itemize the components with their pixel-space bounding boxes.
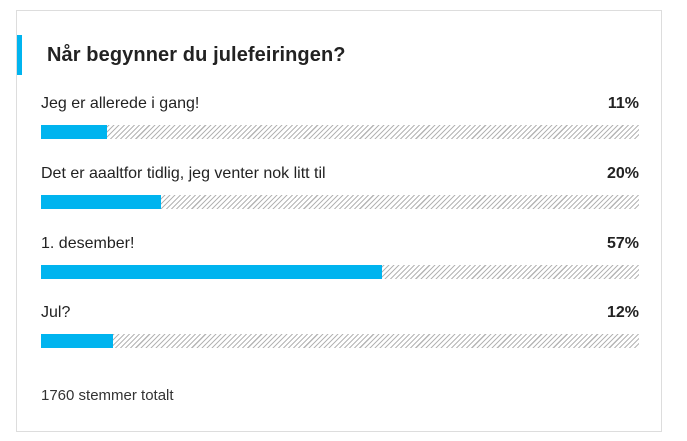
poll-option-bar	[41, 265, 639, 279]
poll-option-label: Det er aaaltfor tidlig, jeg venter nok l…	[41, 165, 326, 182]
poll-option-bar-fill	[41, 125, 107, 139]
poll-option-bar	[41, 334, 639, 348]
poll-card: Når begynner du julefeiringen? Jeg er al…	[16, 10, 662, 432]
poll-option[interactable]: Jeg er allerede i gang! 11%	[41, 95, 639, 139]
poll-option-bar	[41, 125, 639, 139]
poll-header: Når begynner du julefeiringen?	[17, 35, 346, 75]
poll-option-bar-fill	[41, 334, 113, 348]
poll-option[interactable]: 1. desember! 57%	[41, 235, 639, 279]
poll-option-bar	[41, 195, 639, 209]
poll-option-percent: 57%	[606, 235, 639, 252]
poll-option[interactable]: Jul? 12%	[41, 304, 639, 348]
poll-option-bar-fill	[41, 195, 161, 209]
poll-question: Når begynner du julefeiringen?	[47, 43, 346, 66]
poll-option-bar-fill	[41, 265, 382, 279]
poll-option-label: Jul?	[41, 304, 71, 321]
poll-option-label: Jeg er allerede i gang!	[41, 95, 200, 112]
poll-option-percent: 12%	[606, 304, 639, 321]
total-votes: 1760 stemmer totalt	[41, 387, 174, 404]
poll-option[interactable]: Det er aaaltfor tidlig, jeg venter nok l…	[41, 165, 639, 209]
poll-option-label: 1. desember!	[41, 235, 135, 252]
poll-option-percent: 11%	[607, 95, 639, 112]
poll-option-percent: 20%	[606, 165, 639, 182]
